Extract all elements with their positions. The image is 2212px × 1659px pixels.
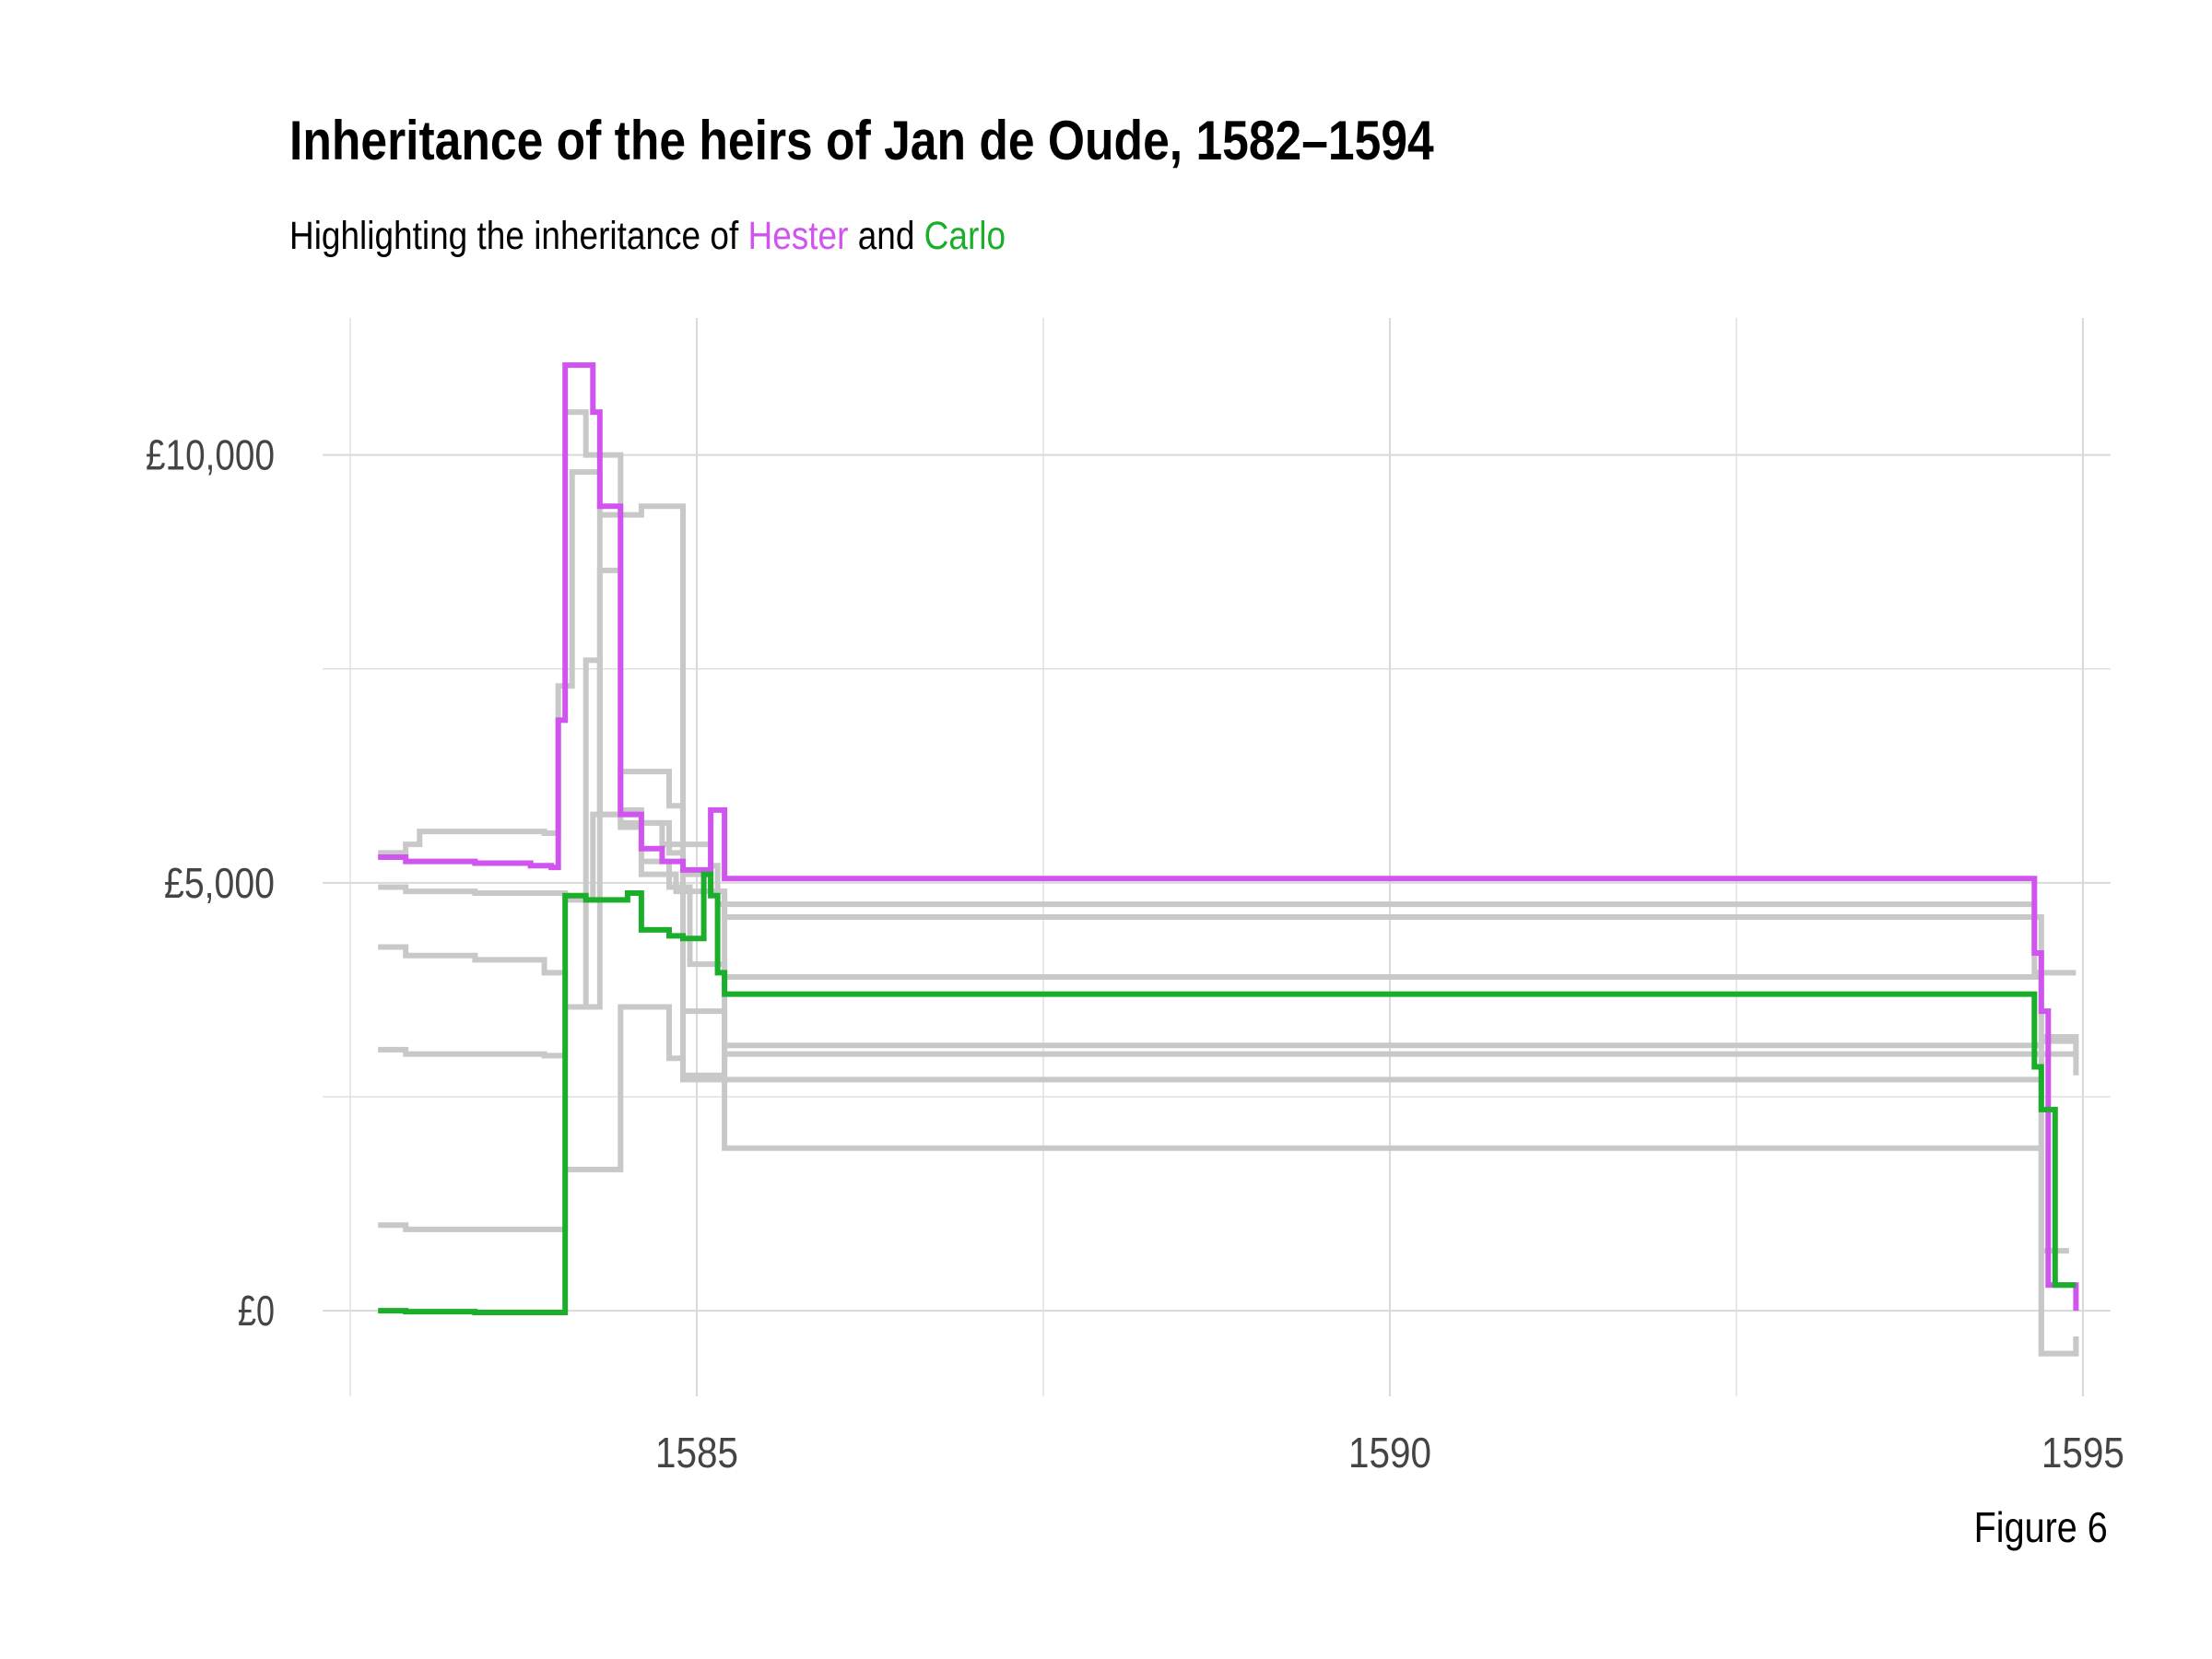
subtitle-carlo: Carlo: [924, 214, 1006, 258]
chart-subtitle: Highlighting the inheritance of Hester a…: [289, 214, 1006, 259]
heir-line: [599, 503, 2079, 1357]
heir-line: [378, 657, 2069, 1254]
y-tick-label: £10,000: [146, 431, 275, 479]
y-tick-label: £5,000: [164, 859, 275, 907]
heir-line: [378, 1004, 2079, 1232]
x-tick-label: 1585: [655, 1429, 738, 1477]
hester-line: [378, 362, 2079, 1312]
chart-title: Inheritance of the heirs of Jan de Oude,…: [289, 110, 1434, 171]
y-tick-label: £0: [238, 1287, 275, 1335]
subtitle-conjunction: and: [848, 214, 924, 258]
highlighted-heirs-lines: [378, 362, 2079, 1315]
figure-caption: Figure 6: [1973, 1503, 2108, 1551]
axis-labels: 1585 1590 1595 £0 £5,000 £10,000: [146, 431, 2124, 1477]
carlo-line: [378, 871, 2077, 1315]
x-tick-label: 1590: [1348, 1429, 1431, 1477]
subtitle-hester: Hester: [747, 214, 849, 258]
subtitle-prefix: Highlighting the inheritance of: [289, 214, 748, 258]
x-tick-label: 1595: [2041, 1429, 2124, 1477]
heir-line: [378, 469, 2077, 976]
